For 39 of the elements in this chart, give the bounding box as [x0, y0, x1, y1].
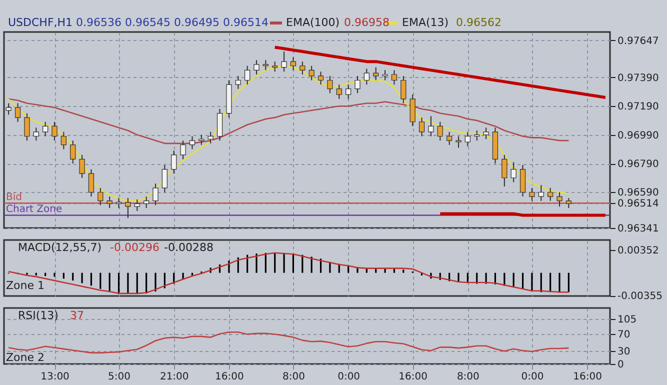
text: 0.96958	[344, 16, 390, 29]
legend-label: EMA(100)	[286, 16, 340, 29]
annotation: -0.00296	[110, 241, 160, 254]
chart-title: USDCHF,H1	[8, 16, 73, 29]
x-tick-label: 21:00	[160, 372, 189, 382]
annotation: 37	[70, 309, 84, 322]
x-tick-label: 8:00	[282, 372, 305, 382]
x-tick-label: 5:00	[108, 372, 131, 382]
y-tick-label: -0.00355	[618, 291, 662, 302]
y-tick-label: 0.97390	[618, 72, 659, 84]
chart-title: RSI(13)	[18, 309, 58, 322]
x-tick-label: 0:00	[338, 372, 360, 382]
y-tick-label: 0.96790	[618, 159, 659, 170]
annotation: Zone 1	[6, 279, 44, 292]
y-tick-label: 70	[618, 329, 630, 340]
ref-line-label: Bid	[6, 192, 22, 204]
y-tick-label: 0.96590	[618, 188, 659, 199]
x-tick-label: 16:00	[215, 372, 244, 382]
x-tick-label: 16:00	[398, 372, 428, 382]
chart-title: MACD(12,55,7)	[18, 241, 102, 254]
annotation: -0.00288	[164, 241, 214, 254]
y-tick-label: 105	[618, 314, 637, 326]
y-tick-label: 30	[618, 346, 630, 358]
y-tick-label: 0.97190	[618, 102, 659, 113]
x-tick-label: 0:00	[521, 372, 544, 382]
ref-line-label: Chart Zone	[6, 204, 62, 216]
chart-subtitle: 0.96536 0.96545 0.96495 0.96514	[76, 16, 268, 29]
y-tick-label: 0	[618, 360, 624, 370]
y-tick-label: 0.96341	[618, 224, 659, 234]
x-tick-label: 8:00	[456, 372, 480, 382]
y-tick-label: 0.96514	[618, 198, 659, 210]
y-tick-label: 0.96990	[618, 130, 659, 142]
x-tick-label: 13:00	[40, 372, 70, 382]
text: 0.96562	[456, 16, 502, 29]
x-tick-label: 16:00	[573, 372, 602, 382]
legend-label: EMA(13)	[402, 16, 449, 29]
y-tick-label: 0.97647	[618, 36, 659, 47]
annotation: Zone 2	[6, 351, 44, 364]
y-tick-label: 0.00352	[618, 246, 659, 257]
